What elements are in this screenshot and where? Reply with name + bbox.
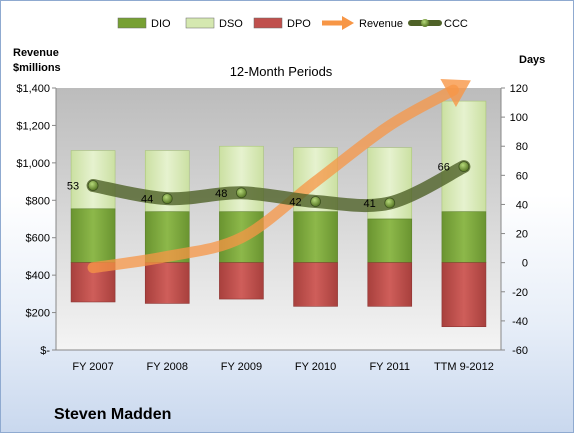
dpo-bar: [219, 262, 264, 300]
left-tick-label: $400: [26, 270, 50, 282]
left-tick-label: $600: [26, 233, 50, 245]
legend-swatch-dio: [117, 17, 147, 29]
left-tick-label: $1,000: [16, 158, 50, 170]
right-tick-label: 120: [510, 83, 528, 95]
x-category-label: FY 2009: [221, 361, 262, 373]
right-tick-label: -20: [512, 287, 528, 299]
ccc-point: [236, 187, 247, 199]
company-name: Steven Madden: [54, 406, 171, 423]
chart-subtitle: 12-Month Periods: [230, 64, 333, 79]
revenue-line: [87, 84, 459, 274]
ccc-data-label: 42: [289, 197, 301, 209]
left-tick-label: $-: [40, 345, 50, 357]
dpo-bar: [441, 262, 487, 328]
legend-label-revenue: Revenue: [359, 18, 403, 30]
left-tick-label: $1,400: [16, 83, 50, 95]
legend-swatch-dpo: [253, 17, 283, 29]
dpo-bar: [293, 262, 338, 307]
right-tick-label: 0: [522, 258, 528, 270]
legend-label-dio: DIO: [151, 18, 171, 30]
legend-label-dso: DSO: [219, 18, 243, 30]
x-category-label: TTM 9-2012: [434, 361, 494, 373]
ccc-point: [458, 161, 470, 173]
ccc-data-label: 48: [215, 188, 227, 200]
x-category-label: FY 2010: [295, 361, 336, 373]
x-category-label: FY 2011: [369, 361, 410, 373]
dso-bar: [219, 145, 264, 213]
left-axis-ticks: $- $200 $400 $600 $800 $1,000 $1,200 $1,400: [16, 83, 56, 357]
dso-bar: [441, 100, 487, 213]
right-tick-label: -40: [512, 316, 528, 328]
dio-bar: [367, 218, 413, 263]
left-axis-title-line1: Revenue: [13, 47, 59, 59]
ccc-data-label: 41: [364, 198, 376, 210]
dio-bar: [219, 211, 264, 263]
legend-label-dpo: DPO: [287, 18, 311, 30]
right-tick-label: 80: [516, 141, 528, 153]
legend-arrow-revenue: [342, 16, 354, 30]
left-tick-label: $200: [26, 308, 50, 320]
right-tick-label: 100: [510, 112, 528, 124]
dio-bar: [293, 211, 338, 263]
ccc-point: [310, 196, 321, 207]
ccc-point: [161, 193, 173, 205]
dpo-bar: [144, 262, 190, 304]
x-axis-labels: FY 2007 FY 2008 FY 2009 FY 2010 FY 2011 TTM 9…: [72, 361, 493, 373]
revenue-layer: [87, 79, 471, 274]
dio-bar: [70, 208, 116, 263]
right-tick-label: 60: [516, 170, 528, 182]
ccc-data-label: 44: [141, 194, 153, 206]
right-tick-label: -60: [512, 345, 528, 357]
legend-label-ccc: CCC: [444, 18, 468, 30]
ccc-point: [87, 180, 99, 191]
legend-swatch-dso: [185, 17, 215, 29]
right-axis-ticks: -60 -40 -20 0 20 40 60 80 100 120: [501, 83, 528, 357]
right-axis-title: Days: [519, 54, 545, 66]
ccc-data-label: 66: [438, 162, 450, 174]
right-tick-label: 40: [516, 199, 528, 211]
revenue-arrowhead: [440, 79, 471, 107]
x-category-label: FY 2007: [72, 361, 113, 373]
left-axis-title-line2: $millions: [13, 62, 61, 74]
left-tick-label: $800: [26, 195, 50, 207]
x-category-label: FY 2008: [147, 361, 188, 373]
legend-dot-ccc: [421, 19, 429, 27]
legend: DIO DSO DPO Revenue CCC: [117, 16, 468, 30]
ccc-point: [384, 197, 396, 209]
left-tick-label: $1,200: [16, 120, 50, 132]
ccc-layer: 53 44 48 42 41 66: [67, 160, 471, 213]
ccc-data-label: 53: [67, 181, 79, 193]
dpo-bar: [367, 262, 413, 307]
right-tick-label: 20: [516, 229, 528, 241]
dio-bar: [441, 211, 487, 263]
ccc-line: [86, 160, 471, 213]
